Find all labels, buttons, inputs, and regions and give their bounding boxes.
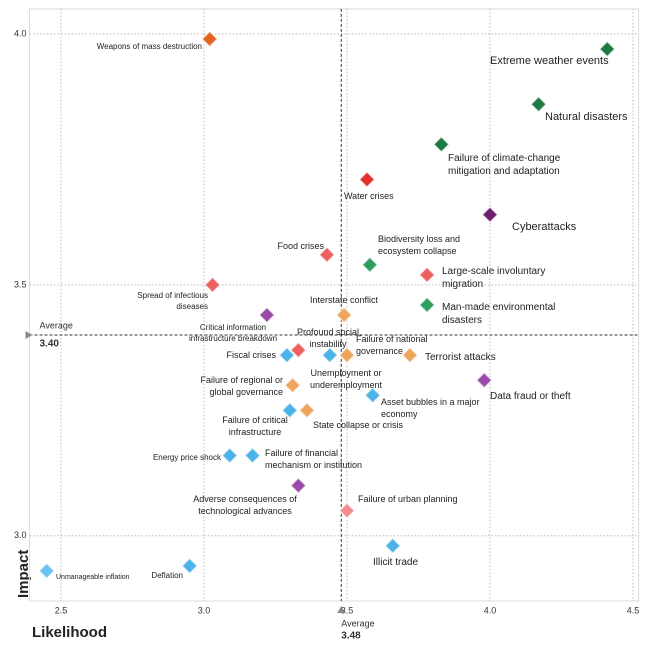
risk-label: Failure of national governance <box>356 334 428 356</box>
risk-marker <box>481 206 499 224</box>
risk-marker <box>281 401 299 419</box>
risk-marker <box>364 386 382 404</box>
risk-marker <box>221 446 239 465</box>
average-title: Average <box>341 618 374 628</box>
y-axis-title: Impact <box>15 550 32 598</box>
risk-label: Fiscal crises <box>226 350 276 360</box>
risk-label: Interstate conflict <box>310 295 379 305</box>
average-title: Average <box>40 320 73 330</box>
risk-marker <box>258 306 276 324</box>
risk-label: Natural disasters <box>545 111 628 123</box>
risk-marker <box>361 256 379 274</box>
risk-label: Terrorist attacks <box>425 352 496 363</box>
plot-frame <box>29 8 640 602</box>
risk-marker <box>203 276 222 294</box>
risk-label: Failure of critical infrastructure <box>222 415 288 437</box>
risk-label: Weapons of mass destruction <box>96 42 202 51</box>
risk-label: Cyberattacks <box>512 221 577 233</box>
average-marker <box>25 331 33 340</box>
risk-marker <box>321 346 339 364</box>
y-tick-label: 4.0 <box>14 28 27 38</box>
risk-label: Failure of financial mechanism or instit… <box>265 448 363 470</box>
risk-marker <box>432 135 450 153</box>
risk-marker <box>358 170 376 189</box>
risk-marker <box>418 266 436 284</box>
risk-marker <box>38 562 56 580</box>
risk-label: Failure of regional or global governance <box>200 375 283 397</box>
risk-marker <box>598 40 616 58</box>
risk-label: Failure of urban planning <box>358 494 458 504</box>
risk-label: Extreme weather events <box>490 55 609 67</box>
risk-label: Illicit trade <box>373 557 419 568</box>
risk-label: Deflation <box>151 571 183 580</box>
risk-label: Large-scale involuntary migration <box>442 266 546 290</box>
x-tick-label: 4.0 <box>484 605 497 615</box>
risk-label: Unemployment or underemployment <box>309 368 383 390</box>
risk-label: Spread of infectious diseases <box>137 291 208 311</box>
risk-label: Food crises <box>277 241 324 251</box>
risk-marker <box>284 376 302 394</box>
risk-marker <box>401 346 419 364</box>
risk-label: Asset bubbles in a major economy <box>381 397 480 419</box>
x-tick-label: 4.5 <box>627 605 640 615</box>
average-value: 3.48 <box>341 631 361 642</box>
x-axis-title: Likelihood <box>32 624 107 641</box>
average-marker <box>337 606 346 613</box>
risk-marker <box>318 246 336 264</box>
risk-label: Adverse consequences of technological ad… <box>193 494 297 516</box>
x-tick-label: 3.5 <box>341 605 354 615</box>
risk-label: Profound social instability <box>296 327 360 349</box>
risk-marker <box>335 306 353 324</box>
risk-label: Failure of climate-change mitigation and… <box>448 153 561 177</box>
risk-marker <box>298 401 316 419</box>
y-tick-label: 3.5 <box>14 279 27 289</box>
risk-marker <box>384 537 402 555</box>
risk-label: State collapse or crisis <box>313 420 404 430</box>
risk-label: Water crises <box>344 191 394 201</box>
risk-label: Unmanageable inflation <box>56 574 130 581</box>
risk-label: Data fraud or theft <box>490 391 571 402</box>
risk-marker <box>289 341 307 359</box>
risk-label: Energy price shock <box>152 453 221 462</box>
risk-marker <box>475 371 493 389</box>
risk-marker <box>338 346 356 364</box>
risk-marker <box>181 557 199 575</box>
risk-marker <box>201 30 219 48</box>
y-tick-label: 3.0 <box>14 530 27 540</box>
x-tick-label: 2.5 <box>55 605 68 615</box>
risk-marker <box>244 446 262 465</box>
risk-marker <box>289 477 307 495</box>
risk-marker <box>278 346 296 364</box>
risk-marker <box>530 95 548 113</box>
risk-marker <box>418 296 436 314</box>
risk-label: Critical information infrastructure brea… <box>188 323 278 343</box>
x-tick-label: 3.0 <box>198 605 211 615</box>
risk-label: Man-made environmental disasters <box>442 302 556 326</box>
average-value: 3.40 <box>40 339 60 350</box>
risk-label: Biodiversity loss and ecosystem collapse <box>378 234 461 256</box>
risk-marker <box>338 502 356 520</box>
